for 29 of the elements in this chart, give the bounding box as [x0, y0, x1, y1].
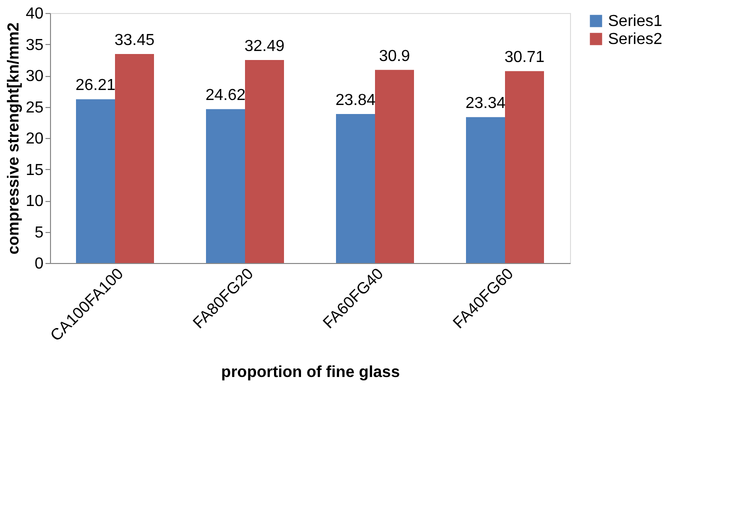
y-tick-label: 25 — [26, 99, 44, 116]
y-tick-label: 20 — [26, 130, 44, 148]
y-tick-label: 15 — [26, 162, 44, 179]
data-label: 32.49 — [244, 38, 285, 55]
data-label: 23.84 — [335, 92, 376, 109]
bar — [505, 71, 544, 263]
y-tick-label: 10 — [26, 193, 44, 210]
data-label: 26.21 — [75, 77, 116, 94]
data-label: 30.9 — [378, 48, 410, 65]
x-axis-title: proportion of fine glass — [221, 364, 400, 382]
bar — [375, 70, 414, 263]
bar — [115, 54, 154, 263]
data-label: 24.62 — [205, 87, 246, 104]
y-tick-label: 0 — [34, 256, 44, 272]
y-tick-label: 5 — [34, 224, 44, 242]
bar — [245, 60, 284, 263]
legend-label: Series1 — [608, 13, 662, 30]
data-label: 33.45 — [114, 32, 155, 49]
y-axis-title: compressive strenght[kn/mm2 — [6, 22, 23, 255]
bar — [206, 109, 245, 263]
bar — [76, 99, 115, 263]
bar — [466, 117, 505, 263]
y-tick-label: 40 — [26, 6, 44, 22]
data-label: 23.34 — [465, 95, 506, 112]
y-tick-label: 30 — [26, 68, 44, 85]
legend-label: Series2 — [608, 31, 662, 48]
y-tick-label: 35 — [26, 36, 44, 54]
data-label: 30.71 — [504, 49, 545, 66]
bar — [336, 114, 375, 263]
